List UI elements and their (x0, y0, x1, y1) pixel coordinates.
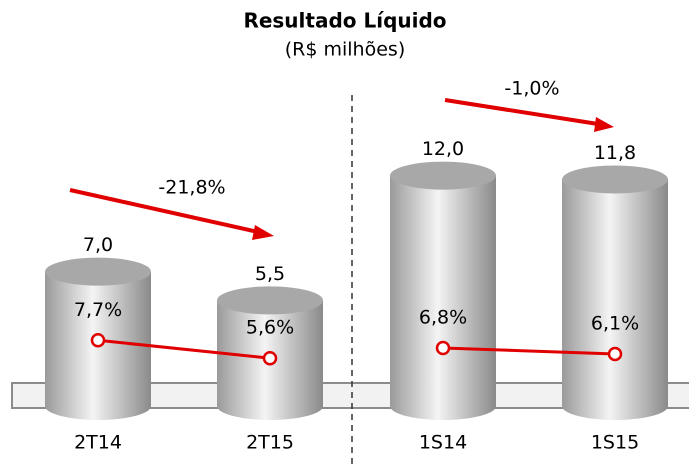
bar (562, 165, 668, 420)
margin-line (97, 338, 271, 360)
bar-value-label: 11,8 (594, 142, 636, 164)
bar-body (390, 175, 496, 420)
bar-top (562, 165, 668, 194)
trend-arrow (69, 98, 614, 240)
margin-point (262, 350, 278, 366)
bar (390, 161, 496, 420)
bar-value-label: 7,0 (83, 234, 113, 256)
chart-subtitle: (R$ milhões) (285, 39, 405, 61)
margin-label: 6,8% (419, 306, 467, 328)
bar-top (390, 161, 496, 190)
annotation: -21,8% (158, 177, 225, 199)
annotation: -1,0% (504, 78, 559, 100)
margin-point (435, 340, 451, 356)
margin-line (442, 346, 616, 356)
margin-point (90, 333, 106, 348)
bar-value-label: 12,0 (422, 138, 464, 160)
chart-title: Resultado Líquido (243, 9, 446, 33)
bar-top (217, 286, 323, 315)
margin-label: 5,6% (246, 317, 294, 339)
bar-body (562, 179, 668, 420)
x-tick-label: 1S14 (419, 432, 467, 454)
x-tick-label: 1S15 (591, 432, 639, 454)
bar-value-label: 5,5 (255, 263, 285, 285)
bar-top (45, 257, 151, 286)
floor (11, 382, 689, 409)
margin-label: 6,1% (591, 312, 639, 334)
x-tick-label: 2T15 (246, 432, 294, 454)
x-tick-label: 2T14 (74, 432, 122, 454)
margin-label: 7,7% (74, 299, 122, 321)
margin-point (607, 346, 623, 362)
